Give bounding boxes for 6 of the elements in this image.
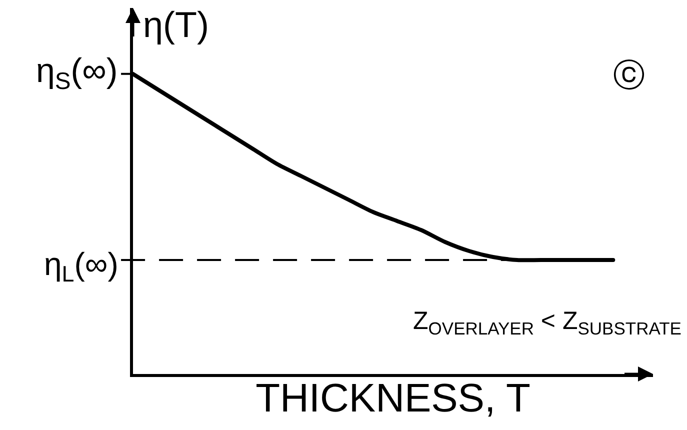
x-axis-title: THICKNESS, T bbox=[256, 376, 530, 420]
text: η$_{S}$(∞) bbox=[36, 52, 118, 96]
ref-line-label: η$_{L}$(∞) bbox=[44, 246, 118, 287]
y-axis-title: η(T) bbox=[143, 4, 209, 45]
annotation: Z$_{OVERLAYER}$ < Z$_{SUBSTRATE}$ bbox=[413, 307, 682, 338]
annotation: ⓒ bbox=[613, 57, 645, 93]
